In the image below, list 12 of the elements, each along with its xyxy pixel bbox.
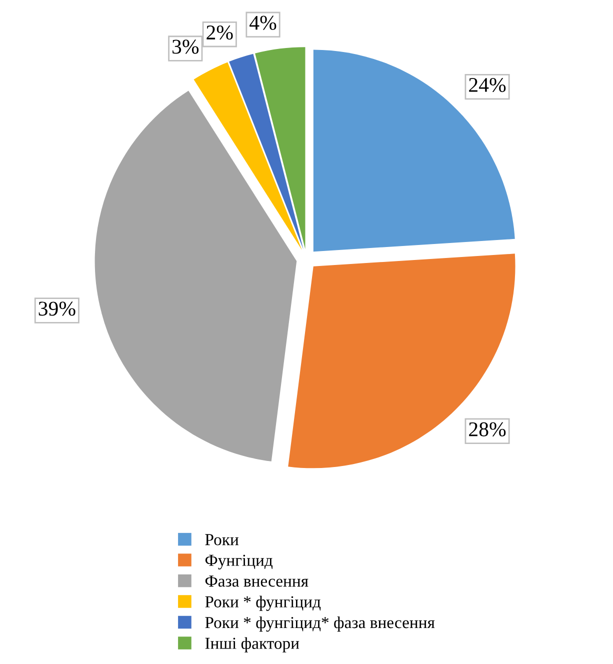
data-label: 4% [250,16,276,30]
data-label: 24% [469,78,506,92]
legend-label: Фунгіцид [205,554,273,570]
legend-label: Інші фактори [205,637,300,652]
legend-label: Роки * фунгіцид [205,596,321,611]
data-label: 3% [172,40,199,54]
data-label: 28% [469,422,506,436]
legend-label: Роки * фунгіцид* фаза внесення [205,616,435,632]
data-label: 39% [38,302,76,316]
legend-label: Фаза внесення [205,576,308,587]
legend-label: Роки [205,534,239,546]
data-label: 2% [206,26,233,40]
